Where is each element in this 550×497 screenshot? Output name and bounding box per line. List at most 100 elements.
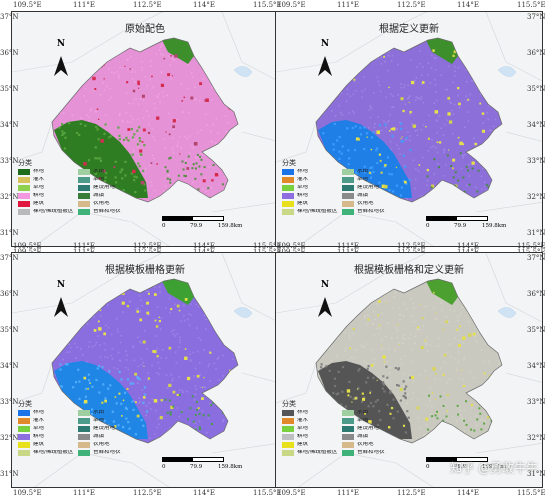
legend-swatch	[18, 185, 30, 191]
legend-label: 农用地	[93, 442, 110, 448]
legend-swatch	[342, 177, 354, 183]
longitude-tick: 111°E	[337, 489, 359, 497]
longitude-tick: 111°E	[73, 489, 95, 497]
legend-swatch	[18, 169, 30, 175]
legend-label: 耕地	[297, 193, 309, 199]
north-arrow: N	[54, 281, 68, 290]
latitude-tick: 33°N	[527, 157, 546, 165]
longitude-tick: 112.5°E	[133, 1, 162, 9]
longitude-tick: 112.5°E	[397, 242, 426, 250]
legend-item: 建设用地	[78, 426, 138, 432]
legend-item: 旱地	[78, 418, 138, 424]
north-label: N	[320, 280, 330, 290]
scale-label: 0	[426, 464, 430, 470]
legend-item: 水田	[342, 410, 402, 416]
longitude-tick: 111°E	[73, 242, 95, 250]
map-frame: N 根据模板栅格和定义更新 分类 林地 水田 灌木 旱地 草地 建设用地 耕地 城镇 建筑 农用地 裸地/…	[275, 252, 543, 488]
legend-label: 苔藓和地衣	[93, 450, 121, 456]
scale-bar: 0 79.9 159.8km	[426, 457, 506, 473]
longitude-tick: 109.5°E	[13, 489, 42, 497]
longitude-tick: 114°E	[457, 242, 479, 250]
legend-label: 建设用地	[357, 185, 380, 191]
legend-label: 城镇	[357, 434, 369, 440]
scale-label: 79.9	[454, 223, 467, 229]
longitude-tick: 109.5°E	[13, 242, 42, 250]
legend-swatch	[78, 434, 90, 440]
scale-label: 79.9	[190, 223, 203, 229]
latitude-tick: 32°N	[527, 434, 546, 442]
legend-label: 旱地	[93, 418, 105, 424]
longitude-tick: 115.5°E	[517, 1, 546, 9]
legend-item: 农用地	[342, 442, 402, 448]
legend-item: 建筑	[282, 442, 342, 448]
legend-item: 裸地/稀疏植被区	[282, 450, 342, 456]
legend-swatch	[282, 193, 294, 199]
legend-label: 农用地	[93, 201, 110, 207]
legend-swatch	[78, 209, 90, 215]
legend-item: 建筑	[18, 201, 78, 207]
legend-label: 旱地	[93, 177, 105, 183]
scale-bar-graphic	[426, 457, 488, 462]
legend-title: 分类	[282, 400, 296, 408]
legend-item: 林地	[18, 410, 78, 416]
legend-swatch	[78, 450, 90, 456]
legend-swatch	[78, 410, 90, 416]
latitude-tick: 31°N	[0, 470, 19, 478]
legend-item: 水田	[342, 169, 402, 175]
legend-swatch	[78, 442, 90, 448]
legend-swatch	[78, 418, 90, 424]
map-canvas	[12, 12, 278, 246]
legend-swatch	[78, 193, 90, 199]
legend-swatch	[282, 169, 294, 175]
latitude-tick: 37°N	[527, 13, 546, 21]
longitude-tick: 114°E	[457, 489, 479, 497]
legend-label: 建筑	[33, 201, 45, 207]
latitude-tick: 31°N	[0, 229, 19, 237]
longitude-tick: 112.5°E	[397, 489, 426, 497]
longitude-tick: 115.5°E	[253, 489, 282, 497]
legend-label: 苔藓和地衣	[357, 209, 385, 215]
legend-item: 灌木	[18, 418, 78, 424]
legend-label: 城镇	[93, 434, 105, 440]
latitude-tick: 36°N	[0, 49, 19, 57]
legend-swatch	[18, 434, 30, 440]
legend-swatch	[78, 201, 90, 207]
latitude-tick: 36°N	[0, 290, 19, 298]
latitude-tick: 35°N	[0, 85, 19, 93]
legend-item: 草地	[18, 185, 78, 191]
legend-swatch	[282, 209, 294, 215]
north-arrow-icon	[318, 297, 332, 317]
legend-item: 旱地	[78, 177, 138, 183]
map-canvas	[12, 253, 278, 487]
legend: 分类 林地 水田 灌木 旱地 草地 建设用地 耕地 城镇 建筑 农用地 裸地/稀疏植被区 苔藓和地衣	[282, 160, 402, 215]
legend-label: 裸地/稀疏植被区	[297, 209, 338, 215]
longitude-tick: 115.5°E	[517, 242, 546, 250]
legend-item: 裸地/稀疏植被区	[282, 209, 342, 215]
legend-label: 建设用地	[357, 426, 380, 432]
north-arrow-icon	[54, 56, 68, 76]
legend-item: 林地	[18, 169, 78, 175]
legend-item: 旱地	[342, 418, 402, 424]
panel-title: 原始配色	[125, 24, 165, 35]
province-outline	[51, 278, 239, 444]
legend-label: 建设用地	[93, 185, 116, 191]
legend-swatch	[342, 193, 354, 199]
scale-bar-graphic	[162, 457, 224, 462]
latitude-tick: 37°N	[527, 254, 546, 262]
longitude-tick: 114°E	[193, 489, 215, 497]
map-frame: N 原始配色 分类 林地 水田 灌木 旱地 草地 建设用地 耕地 城镇 建筑 农用地 裸地/稀疏植被区 苔藓…	[11, 11, 279, 247]
legend-item: 林地	[282, 410, 342, 416]
legend-swatch	[282, 410, 294, 416]
legend-swatch	[342, 185, 354, 191]
legend-label: 灌木	[297, 177, 309, 183]
legend-title: 分类	[282, 159, 296, 167]
legend-item: 耕地	[282, 434, 342, 440]
panel-title: 根据模板栅格更新	[105, 265, 185, 276]
scale-label: 159.8km	[482, 223, 507, 229]
legend-swatch	[282, 201, 294, 207]
legend-item: 草地	[18, 426, 78, 432]
scale-label: 159.8km	[218, 223, 243, 229]
map-panel: N 根据模板栅格和定义更新 分类 林地 水田 灌木 旱地 草地 建设用地 耕地 城镇 建筑 农用地 裸地/…	[275, 242, 546, 497]
longitude-tick: 114°E	[193, 242, 215, 250]
legend-item: 建设用地	[78, 185, 138, 191]
